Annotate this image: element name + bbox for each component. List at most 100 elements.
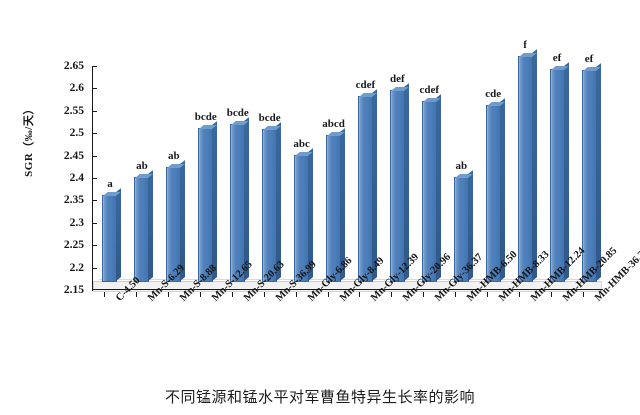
bar[interactable] (230, 116, 250, 282)
x-axis-line (92, 289, 603, 290)
x-axis-tick-mark (231, 292, 233, 297)
x-axis-tick-mark (135, 292, 137, 297)
bar[interactable] (326, 128, 346, 282)
bar[interactable] (294, 147, 314, 282)
bar-column[interactable]: ef (549, 52, 569, 282)
bar-3d-side (116, 187, 122, 281)
bar-column[interactable]: bcde (259, 112, 282, 282)
bar-significance-label: abcd (322, 118, 345, 131)
y-axis-line (92, 66, 93, 291)
bar[interactable] (453, 169, 473, 282)
bar[interactable] (389, 83, 409, 282)
x-axis-tick-mark (295, 292, 297, 297)
y-axis-tick-label: 2.35 (63, 194, 84, 207)
bar-column[interactable]: def (389, 73, 409, 282)
bar[interactable] (198, 121, 218, 282)
bar-column[interactable]: a (102, 178, 122, 282)
bar[interactable] (549, 62, 569, 282)
x-axis-tick-mark (167, 292, 169, 297)
bar-significance-label: bcde (194, 111, 217, 124)
bar-column[interactable]: cdef (420, 84, 441, 282)
bar-3d-side (499, 98, 505, 282)
x-axis-tick-mark (551, 292, 553, 297)
bar-column[interactable]: abc (293, 138, 314, 282)
y-axis-tick-labels: 2.65 2.6 2.55 2.5 2.45 2.4 2.35 2.3 2.25 2.2 2.15 (46, 60, 97, 296)
x-axis-category-labels: C-4.50Mn-S-6.29Mn-S-8.88Mn-S-12.65Mn-S-2… (92, 245, 640, 378)
bar-column[interactable]: ef (581, 53, 601, 282)
bar-3d-side (403, 83, 409, 282)
bar[interactable] (357, 89, 377, 282)
bar[interactable] (485, 98, 505, 282)
bar-column[interactable]: ab (134, 160, 154, 282)
x-axis-category-label: Mn-S-20.63 (242, 259, 287, 304)
x-axis-category-label: Mn-HMB-8.33 (497, 249, 552, 304)
x-axis-category-label: Mn-S-8.88 (178, 263, 219, 304)
bar-column[interactable]: cdef (356, 79, 377, 282)
bar-3d-side (531, 48, 537, 282)
y-axis-title: SGR（‰/天） (23, 103, 35, 177)
y-axis-tick-mark (92, 66, 97, 67)
x-axis-category-label: Mn-HMB-6.50 (465, 249, 520, 304)
y-axis-tick-label: 2.65 (63, 60, 84, 72)
bar-column[interactable]: cde (485, 88, 505, 282)
bar-3d-side (276, 121, 282, 282)
bar-3d-side (180, 159, 186, 281)
x-axis-category-label: C-4.50 (114, 275, 143, 304)
y-axis-tick-label: 2.55 (63, 104, 84, 117)
bar[interactable] (102, 187, 122, 282)
y-axis-tick-mark (92, 200, 97, 202)
bar-significance-label: cdef (419, 83, 440, 96)
bar-significance-label: cdef (355, 79, 376, 92)
bar-significance-label: ab (168, 149, 180, 162)
y-axis-tick-label: 2.45 (63, 149, 84, 162)
x-axis-category-label: Mn-HMB-36.33 (593, 245, 640, 304)
bar-3d-side (244, 116, 250, 282)
x-axis-tick-mark (583, 292, 585, 297)
bar-column[interactable]: f (517, 39, 537, 282)
y-axis-tick-mark (92, 178, 97, 179)
bar-column[interactable]: bcde (227, 107, 250, 282)
x-axis-category-label: Mn-S-6.29 (146, 263, 187, 304)
x-axis-tick-mark (359, 292, 361, 297)
bar[interactable] (517, 48, 537, 282)
x-axis-category-label: Mn-HMB-20.85 (561, 245, 619, 303)
x-axis-category-label: Mn-HMB-12.24 (529, 245, 587, 303)
bar-column[interactable]: abcd (322, 118, 346, 282)
bar-significance-label: bcde (258, 111, 281, 124)
bar-series: a ab ab bcde bcde bcde abc abcd cdef def cdef ab cde… (92, 39, 603, 291)
x-axis-tick-mark (199, 292, 201, 297)
y-axis-tick-label: 2.3 (69, 216, 84, 229)
y-axis-tick-mark (92, 88, 97, 90)
bar-significance-label: ab (455, 159, 468, 172)
y-axis-tick-mark (92, 155, 97, 157)
chart-plot-area: SGR（‰/天） 2.65 2.6 2.55 2.5 2.45 2.4 2.35 2.3 2.2… (23, 39, 640, 378)
y-axis-tick-mark (92, 267, 97, 269)
bar[interactable] (421, 93, 441, 282)
bar-3d-side (435, 93, 441, 282)
bar[interactable] (581, 63, 601, 282)
x-axis-tick-mark (423, 292, 425, 297)
bar-column[interactable]: ab (166, 150, 186, 282)
x-axis-category-label: Mn-Gly-12.39 (369, 252, 421, 304)
y-axis-tick-mark (92, 110, 97, 112)
bar[interactable] (262, 121, 282, 282)
bar[interactable] (166, 159, 186, 282)
bar-column[interactable]: bcde (195, 111, 218, 282)
bar[interactable] (134, 169, 154, 282)
x-axis-tick-mark (391, 292, 393, 297)
x-axis-tick-mark (103, 292, 105, 297)
x-axis-category-label: Mn-Gly-36.37 (433, 252, 485, 304)
x-axis-tick-mark (327, 292, 329, 297)
x-axis-category-label: Mn-S-36.99 (274, 259, 319, 304)
x-axis-category-label: Mn-Gly-8.49 (338, 255, 386, 303)
bar-significance-label: cde (485, 88, 502, 101)
bar-significance-label: a (107, 177, 113, 190)
y-axis-tick-label: 2.6 (69, 82, 84, 95)
x-axis-category-label: Mn-Gly-20.96 (401, 252, 453, 304)
bar-significance-label: ef (584, 53, 594, 66)
figure-caption: 不同锰源和锰水平对军曹鱼特异生长率的影响 (164, 388, 475, 406)
bar-significance-label: abc (293, 137, 310, 150)
bar-column[interactable]: ab (453, 160, 473, 282)
x-axis-tick-mark (519, 292, 521, 297)
